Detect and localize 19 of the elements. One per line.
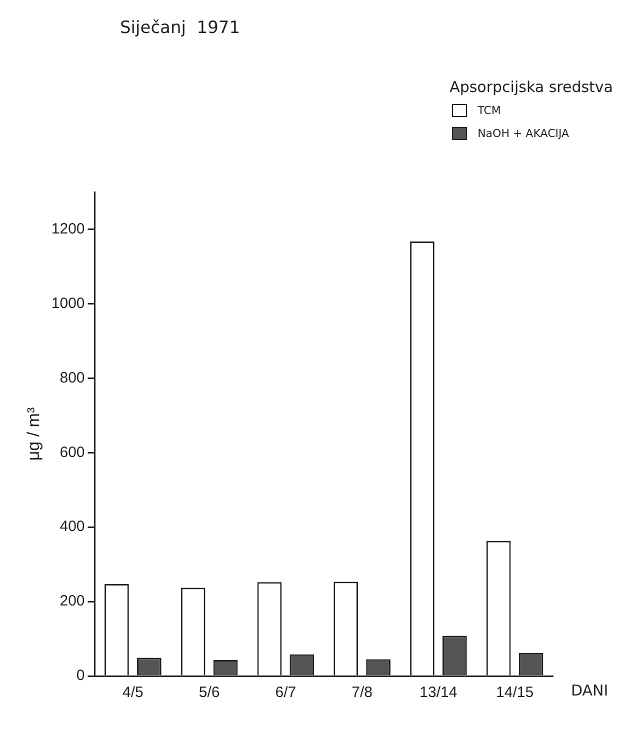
y-tick-label: 800 [60, 369, 85, 386]
x-tick-label: 13/14 [420, 684, 458, 702]
x-tick-label: 4/5 [122, 684, 144, 702]
x-tick-label: 7/8 [352, 684, 372, 702]
legend-label: NaOH + AKACIJA [478, 127, 570, 140]
y-axis-title: μg / m³ [24, 407, 43, 461]
y-tick-label: 0 [76, 667, 85, 684]
x-tick-label: 6/7 [275, 684, 296, 702]
x-tick-label: 14/15 [496, 684, 534, 702]
chart-title: Siječanj 1971 [120, 18, 240, 38]
legend-label: TCM [478, 104, 501, 117]
x-tick-label: 5/6 [198, 684, 220, 702]
y-tick-label: 1200 [51, 220, 85, 238]
y-tick-label: 400 [60, 518, 85, 536]
legend-title: Apsorpcijska sredstva [450, 78, 613, 96]
y-tick-label: 200 [60, 592, 85, 610]
y-tick-label: 1000 [51, 294, 85, 312]
y-tick-label: 600 [60, 444, 85, 461]
x-axis-title: DANI [571, 681, 608, 700]
